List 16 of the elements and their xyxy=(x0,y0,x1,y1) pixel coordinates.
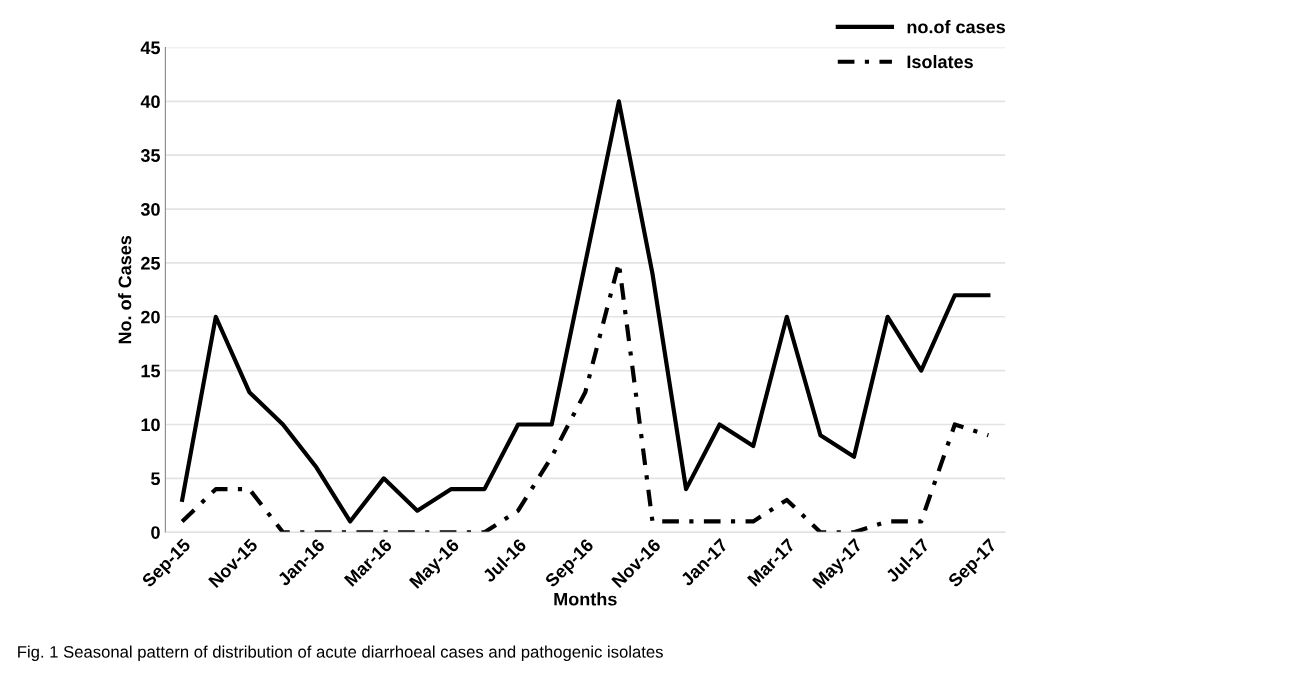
y-tick-label: 45 xyxy=(140,41,161,55)
x-axis-title: Months xyxy=(554,592,617,606)
y-tick-label: 0 xyxy=(151,526,160,539)
y-tick-label: 5 xyxy=(151,472,161,486)
y-tick-label: 25 xyxy=(141,256,161,270)
y-tick-label: 40 xyxy=(140,95,160,109)
line-series xyxy=(180,99,991,524)
y-tick-label: 10 xyxy=(141,418,160,432)
legend-label: no.of cases xyxy=(907,20,1005,34)
y-tick-label: 30 xyxy=(140,202,160,216)
legend-label: Isolates xyxy=(907,54,973,69)
y-tick-label: 15 xyxy=(141,364,161,378)
caption: Fig. 1 Seasonal pattern of distribution of acute diarrhoeal cases and pathogenic isolates xyxy=(18,645,663,662)
y-axis-title: No. of Cases xyxy=(118,235,132,344)
y-tick-label: 35 xyxy=(140,149,161,162)
y-tick-label: 20 xyxy=(141,310,160,324)
